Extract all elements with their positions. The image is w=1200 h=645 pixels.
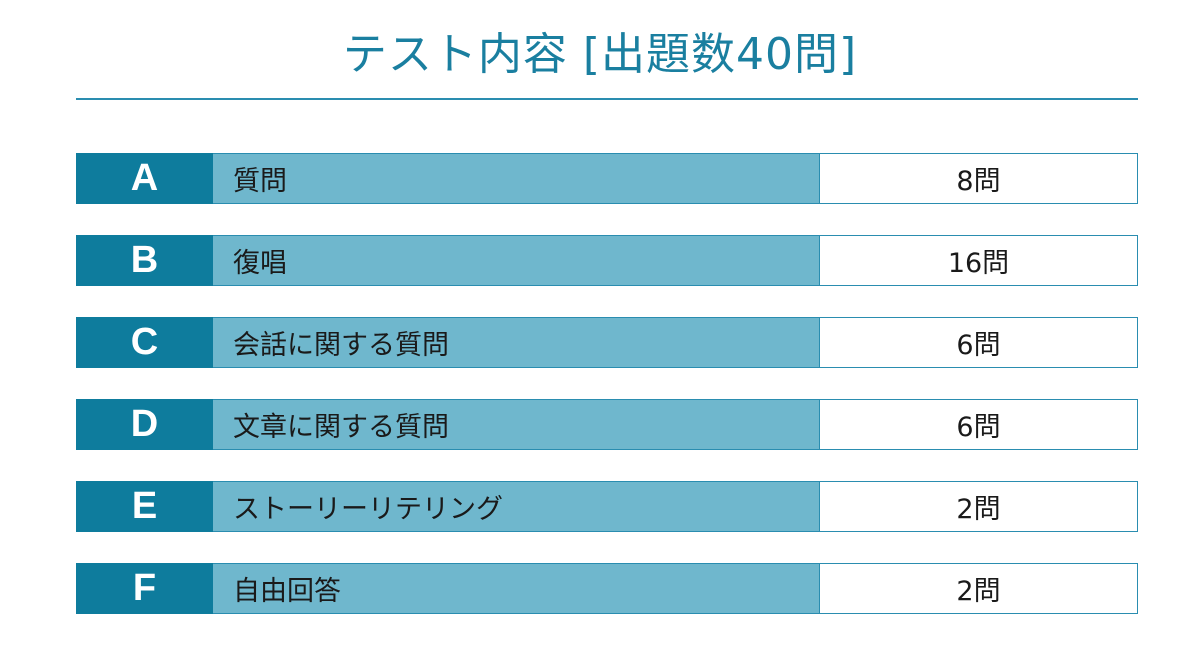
table-row-f: F 自由回答 2問 <box>76 563 1138 614</box>
section-letter: C <box>76 317 213 368</box>
section-letter: D <box>76 399 213 450</box>
section-name: 質問 <box>213 153 819 204</box>
section-name: 文章に関する質問 <box>213 399 819 450</box>
question-count: 8問 <box>819 153 1138 204</box>
section-name: ストーリーリテリング <box>213 481 819 532</box>
question-count: 2問 <box>819 481 1138 532</box>
section-name: 復唱 <box>213 235 819 286</box>
question-count: 2問 <box>819 563 1138 614</box>
table-row-b: B 復唱 16問 <box>76 235 1138 286</box>
table-row-c: C 会話に関する質問 6問 <box>76 317 1138 368</box>
section-name: 自由回答 <box>213 563 819 614</box>
test-content-table: A 質問 8問 B 復唱 16問 C 会話に関する質問 6問 D 文章に関する質… <box>76 153 1138 645</box>
question-count: 6問 <box>819 399 1138 450</box>
table-row-a: A 質問 8問 <box>76 153 1138 204</box>
section-name: 会話に関する質問 <box>213 317 819 368</box>
question-count: 6問 <box>819 317 1138 368</box>
question-count: 16問 <box>819 235 1138 286</box>
section-letter: E <box>76 481 213 532</box>
table-row-d: D 文章に関する質問 6問 <box>76 399 1138 450</box>
section-letter: B <box>76 235 213 286</box>
page-title: テスト内容 [出題数40問] <box>342 29 858 80</box>
section-letter: A <box>76 153 213 204</box>
section-letter: F <box>76 563 213 614</box>
table-row-e: E ストーリーリテリング 2問 <box>76 481 1138 532</box>
title-divider <box>76 98 1138 100</box>
